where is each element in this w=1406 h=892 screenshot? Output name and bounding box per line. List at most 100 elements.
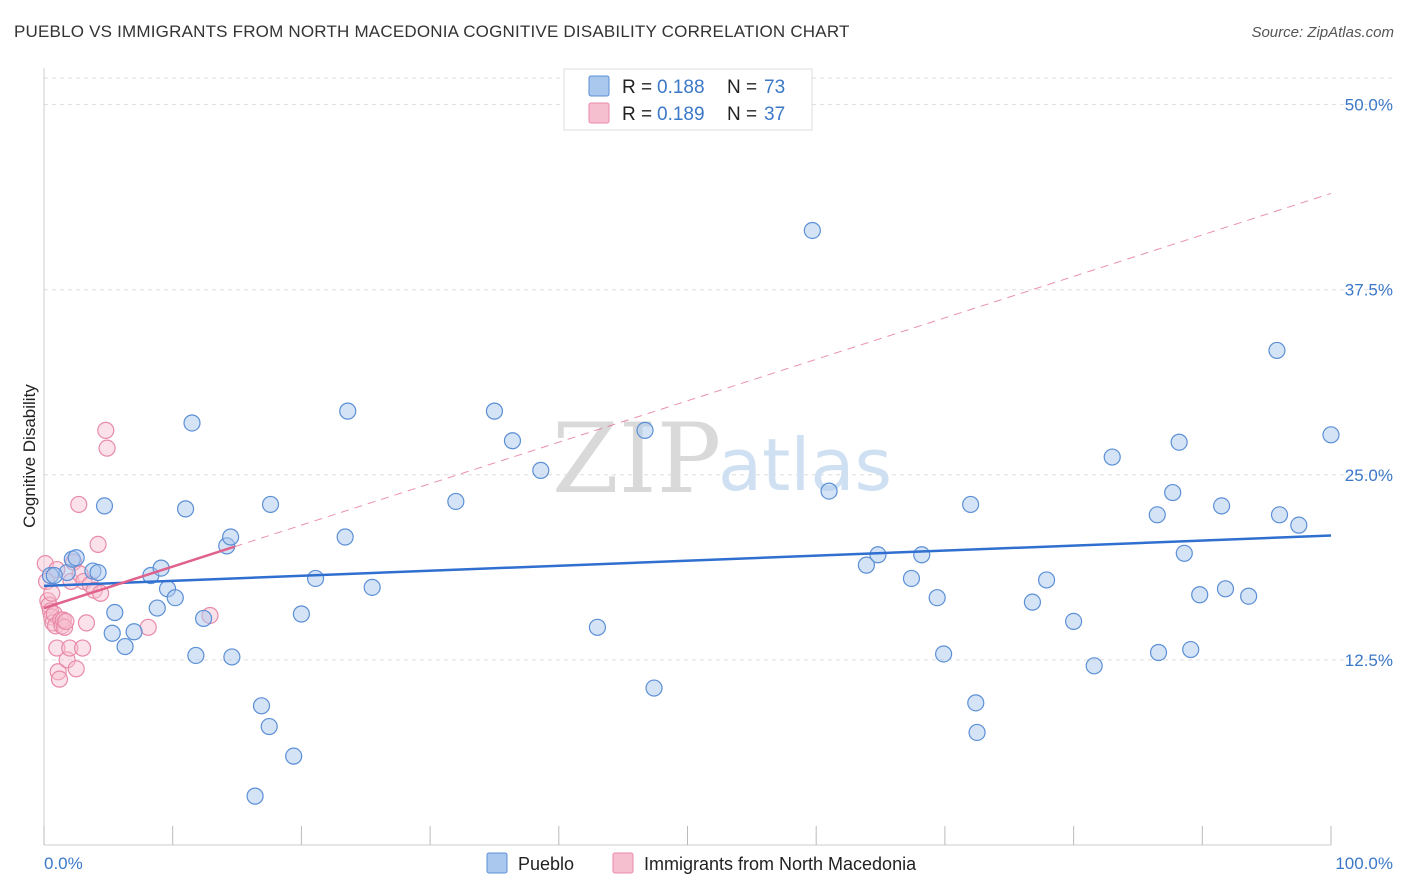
data-point-immigrants — [97, 421, 115, 439]
bottom-legend-label-pueblo: Pueblo — [518, 854, 574, 874]
legend-swatch-immigrants — [588, 102, 610, 124]
data-point-pueblo — [67, 549, 85, 567]
data-point-pueblo — [125, 623, 143, 641]
legend-r-value-2: 0.189 — [657, 104, 705, 125]
data-point-pueblo — [166, 589, 184, 607]
data-point-pueblo — [285, 747, 303, 765]
trend-line-pueblo — [43, 534, 1332, 588]
data-point-pueblo — [306, 569, 325, 588]
x-axis-ticks — [43, 826, 1332, 845]
data-point-pueblo — [1085, 657, 1103, 675]
data-point-immigrants — [50, 670, 69, 688]
data-point-pueblo — [1064, 612, 1083, 631]
data-point-pueblo — [363, 578, 381, 596]
legend-r-label-1: R = — [622, 77, 652, 98]
data-point-immigrants — [77, 614, 96, 632]
data-point-immigrants — [48, 639, 66, 657]
data-point-pueblo — [532, 461, 550, 479]
grid-lines — [44, 77, 1393, 661]
data-point-pueblo — [928, 589, 946, 607]
data-point-pueblo — [1023, 593, 1042, 611]
data-point-immigrants — [43, 584, 61, 602]
legend-n-label-2: N = — [727, 104, 757, 125]
bottom-legend-label-immigrants: Immigrants from North Macedonia — [644, 854, 917, 874]
data-point-immigrants — [70, 495, 88, 514]
y-tick-label: 25.0% — [1345, 466, 1393, 485]
x-tick-label-max: 100.0% — [1335, 854, 1393, 873]
data-point-pueblo — [935, 645, 953, 663]
data-point-pueblo — [292, 605, 310, 623]
legend-swatch-pueblo — [588, 75, 610, 97]
data-point-pueblo — [857, 556, 875, 574]
data-point-pueblo — [246, 787, 264, 805]
legend-n-label-1: N = — [727, 77, 757, 98]
watermark-zip: ZIP — [552, 403, 721, 515]
data-point-pueblo — [1290, 516, 1308, 534]
bottom-legend: Pueblo Immigrants from North Macedonia — [486, 852, 917, 874]
data-point-pueblo — [1148, 506, 1166, 524]
data-point-pueblo — [962, 495, 980, 514]
legend-r-label-2: R = — [622, 104, 652, 125]
data-point-pueblo — [261, 495, 280, 514]
data-point-immigrants — [57, 612, 75, 631]
data-point-pueblo — [1270, 506, 1289, 524]
data-point-immigrants — [98, 439, 116, 457]
data-point-pueblo — [1240, 587, 1258, 605]
trend-line-immigrants-dashed — [234, 192, 1332, 548]
data-point-immigrants — [61, 639, 79, 657]
data-point-pueblo — [636, 421, 654, 439]
data-point-pueblo — [1037, 571, 1056, 589]
data-point-pueblo — [967, 694, 985, 712]
data-point-pueblo — [1322, 426, 1340, 444]
data-point-pueblo — [1191, 586, 1209, 604]
data-point-pueblo — [1170, 433, 1188, 451]
data-point-pueblo — [1213, 497, 1231, 515]
data-point-pueblo — [223, 648, 241, 666]
data-point-pueblo — [336, 528, 354, 546]
data-point-pueblo — [1103, 448, 1121, 466]
y-axis-label: Cognitive Disability — [20, 384, 39, 528]
data-point-pueblo — [187, 646, 205, 665]
data-point-pueblo — [588, 618, 607, 636]
data-point-pueblo — [95, 497, 114, 515]
data-point-pueblo — [103, 624, 121, 642]
y-tick-label: 37.5% — [1345, 281, 1393, 300]
data-point-pueblo — [485, 402, 504, 420]
y-axis-tick-labels: 12.5% 25.0% 37.5% 50.0% — [1345, 96, 1393, 670]
source-label: Source: ZipAtlas.com — [1251, 24, 1394, 41]
data-point-pueblo — [1164, 483, 1182, 502]
data-point-immigrants — [55, 618, 74, 636]
data-point-pueblo — [1182, 640, 1200, 659]
data-point-pueblo — [503, 432, 522, 450]
chart-title: PUEBLO VS IMMIGRANTS FROM NORTH MACEDONI… — [14, 22, 850, 41]
data-point-immigrants — [89, 535, 107, 554]
data-point-pueblo — [252, 697, 271, 715]
data-point-pueblo — [447, 492, 465, 511]
data-point-pueblo — [183, 414, 201, 432]
data-point-pueblo — [968, 723, 986, 742]
data-point-pueblo — [148, 599, 166, 617]
data-point-pueblo — [913, 546, 931, 564]
data-point-immigrants — [74, 639, 92, 657]
data-point-pueblo — [89, 563, 107, 582]
trend-line-immigrants — [43, 545, 235, 610]
legend-n-value-2: 37 — [764, 104, 785, 125]
data-point-pueblo — [194, 609, 213, 628]
data-point-immigrants — [139, 618, 157, 636]
data-point-pueblo — [116, 637, 134, 656]
bottom-legend-swatch-immigrants — [612, 852, 634, 874]
watermark: ZIP atlas — [552, 403, 892, 515]
data-point-pueblo — [45, 566, 63, 585]
watermark-atlas: atlas — [718, 423, 892, 507]
data-point-pueblo — [222, 528, 240, 546]
data-point-pueblo — [1216, 580, 1235, 598]
legend-r-value-1: 0.188 — [657, 77, 705, 98]
data-point-pueblo — [820, 482, 838, 500]
data-point-pueblo — [339, 402, 357, 420]
y-tick-label: 12.5% — [1345, 651, 1393, 670]
data-point-pueblo — [869, 546, 887, 564]
data-point-pueblo — [645, 679, 663, 697]
bottom-legend-swatch-pueblo — [486, 852, 508, 874]
data-point-pueblo — [1175, 544, 1193, 562]
